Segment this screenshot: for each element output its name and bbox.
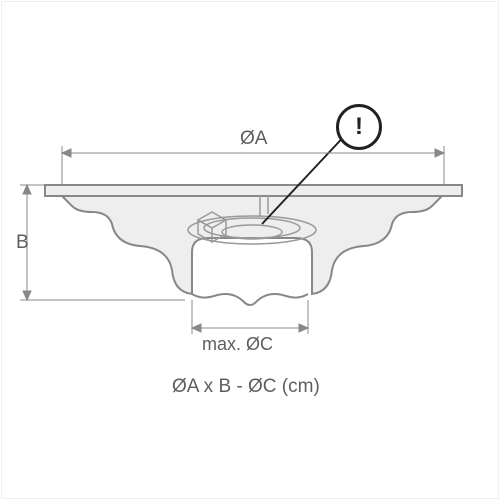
ceiling-plate [45, 185, 462, 196]
warning-icon: ! [355, 113, 363, 141]
warning-callout: ! [336, 104, 382, 150]
moulding-profile [62, 196, 442, 294]
label-formula: ØA x B - ØC (cm) [172, 376, 320, 398]
label-height-B: B [16, 232, 29, 254]
dimension-A [62, 146, 444, 185]
rosette-profile [0, 0, 500, 500]
label-diameter-A: ØA [240, 128, 267, 150]
label-max-diameter-C: max. ØC [202, 334, 273, 355]
diagram-canvas: ! ØA B max. ØC ØA x B - ØC (cm) [0, 0, 500, 500]
center-scallop [192, 294, 308, 305]
